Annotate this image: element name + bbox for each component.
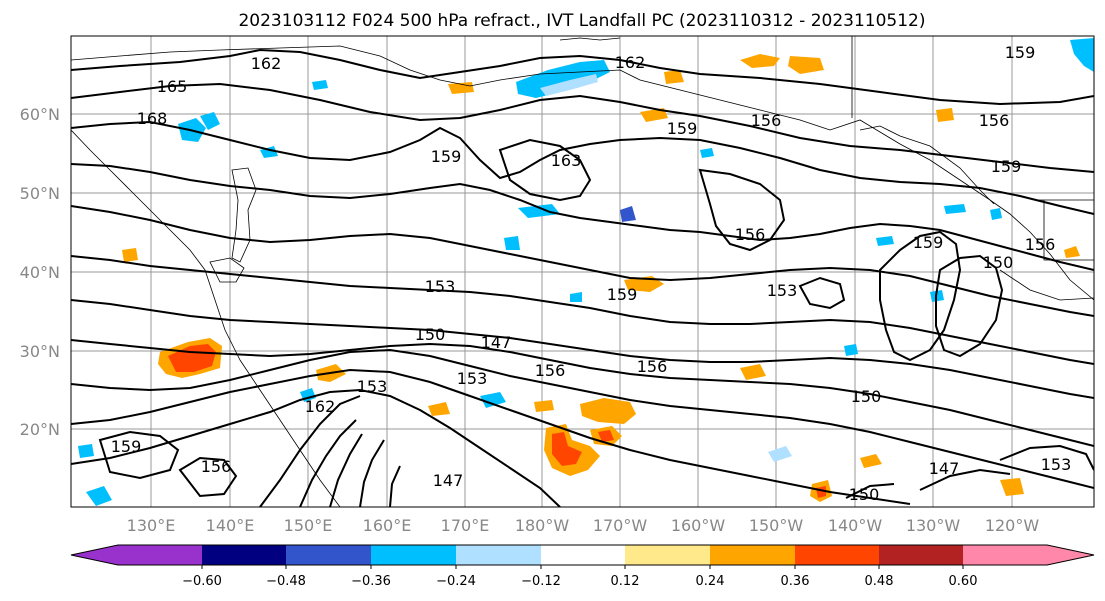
colorbar-segment (118, 545, 202, 565)
contour-label: 159 (431, 147, 462, 166)
lat-tick-label: 20°N (20, 420, 60, 439)
lat-tick-label: 60°N (20, 105, 60, 124)
contour-label: 156 (637, 357, 668, 376)
contour-label: 156 (979, 111, 1010, 130)
colorbar-ticks (201, 565, 964, 569)
contour-label: 150 (851, 387, 882, 406)
lat-tick-label: 40°N (20, 263, 60, 282)
colorbar-tick-label: −0.36 (351, 574, 391, 589)
contour-label: 162 (615, 53, 646, 72)
contour-label: 156 (201, 457, 232, 476)
contour-label: 156 (1025, 235, 1056, 254)
contour-label: 159 (607, 285, 638, 304)
colorbar-tick-label: 0.12 (611, 574, 640, 589)
contour-label: 153 (425, 277, 456, 296)
colorbar-tick-label: 0.48 (865, 574, 894, 589)
contour-label: 147 (481, 333, 512, 352)
colorbar-segment (202, 545, 286, 565)
contour-label: 156 (735, 225, 766, 244)
contour-label: 159 (991, 157, 1022, 176)
lon-tick-label: 150°W (749, 516, 804, 535)
lon-tick-label: 120°W (985, 516, 1040, 535)
colorbar-tick-label: −0.24 (436, 574, 476, 589)
contour-label: 159 (667, 119, 698, 138)
colorbar-segment (795, 545, 879, 565)
lon-tick-label: 160°W (671, 516, 726, 535)
longitude-labels: 130°E 140°E 150°E 160°E 170°E 180°W 170°… (127, 516, 1040, 535)
refractivity-contours (71, 48, 1094, 507)
contour-label: 159 (111, 437, 142, 456)
contour-label: 162 (251, 54, 282, 73)
colorbar-tick-label: −0.60 (182, 574, 222, 589)
lon-tick-label: 150°E (284, 516, 333, 535)
contour-label: 153 (457, 369, 488, 388)
colorbar-segment (879, 545, 963, 565)
colorbar-segment (286, 545, 371, 565)
colorbar-tick-label: −0.48 (266, 574, 306, 589)
refractivity-anomaly-fill (78, 38, 1094, 506)
colorbar-segment (541, 545, 625, 565)
lat-tick-label: 30°N (20, 342, 60, 361)
contour-label: 156 (751, 111, 782, 130)
colorbar-segment (963, 545, 1047, 565)
figure-title: 2023103112 F024 500 hPa refract., IVT La… (238, 11, 925, 31)
contour-label: 147 (929, 459, 960, 478)
contour-label: 150 (849, 485, 880, 504)
coastlines (71, 36, 1094, 507)
contour-label: 168 (137, 109, 168, 128)
contour-label: 147 (433, 471, 464, 490)
contour-label: 150 (415, 325, 446, 344)
contour-label: 150 (983, 253, 1014, 272)
contour-label: 163 (551, 151, 582, 170)
colorbar-tick-label: 0.24 (696, 574, 725, 589)
lon-tick-label: 170°W (593, 516, 648, 535)
colorbar-segment (710, 545, 795, 565)
lon-tick-label: 140°E (206, 516, 255, 535)
lon-tick-label: 130°E (127, 516, 176, 535)
lon-tick-label: 140°W (828, 516, 883, 535)
contour-label: 165 (157, 77, 188, 96)
contour-label: 156 (535, 361, 566, 380)
lon-tick-label: 160°E (363, 516, 412, 535)
colorbar-segment (371, 545, 456, 565)
contour-label: 159 (1005, 43, 1036, 62)
latitude-labels: 60°N 50°N 40°N 30°N 20°N (20, 105, 60, 439)
contour-labels: 162 165 168 159 162 156 159 163 156 159 … (111, 43, 1072, 504)
colorbar-outline (70, 544, 1095, 566)
contour-label: 159 (913, 233, 944, 252)
colorbar-segment (625, 545, 710, 565)
colorbar-segment (456, 545, 541, 565)
colorbar-tick-label: 0.36 (781, 574, 810, 589)
colorbar-tick-label: 0.60 (949, 574, 978, 589)
colorbar: −0.60 −0.48 −0.36 −0.24 −0.12 0.12 0.24 … (70, 544, 1095, 589)
lon-tick-label: 130°W (906, 516, 961, 535)
contour-label: 153 (1041, 455, 1072, 474)
lon-tick-label: 180°W (515, 516, 570, 535)
lon-tick-label: 170°E (441, 516, 490, 535)
contour-label: 153 (767, 281, 798, 300)
lat-tick-label: 50°N (20, 184, 60, 203)
contour-label: 162 (305, 397, 336, 416)
colorbar-segment (71, 545, 118, 565)
map-frame (70, 35, 1095, 508)
colorbar-tick-label: −0.12 (521, 574, 561, 589)
colorbar-segment (1047, 545, 1094, 565)
contour-label: 153 (357, 377, 388, 396)
